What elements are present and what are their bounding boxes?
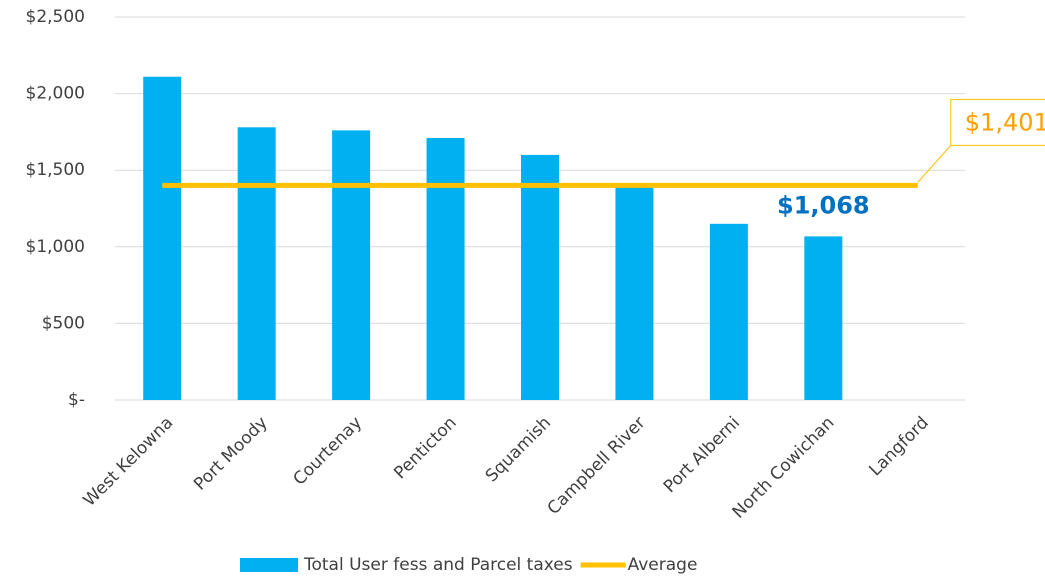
bar (521, 154, 559, 400)
y-tick-label: $2,500 (26, 7, 85, 27)
bar (804, 236, 843, 400)
legend-label: Total User fess and Parcel taxes (303, 555, 573, 575)
x-tick-label: Port Moody (190, 413, 272, 495)
y-tick-label: $1,000 (26, 237, 85, 257)
bar (332, 130, 371, 401)
x-tick-label: Courtenay (290, 413, 367, 490)
y-tick-label: $2,000 (26, 84, 85, 104)
callout-box (950, 98, 1045, 146)
x-tick-label: Port Alberni (660, 413, 744, 497)
bar (709, 223, 748, 400)
y-tick-label: $1,500 (26, 160, 85, 180)
x-tick-label: North Cowichan (729, 413, 839, 523)
legend-label: Average (628, 555, 698, 575)
x-tick-label: Penticton (390, 413, 460, 483)
x-tick-label: Squamish (482, 413, 555, 486)
callout-leader (917, 145, 952, 183)
x-tick-label: Campbell River (544, 413, 650, 519)
bar (426, 138, 465, 400)
legend-swatch (240, 558, 298, 572)
bar (615, 185, 654, 400)
y-tick-label: $- (68, 390, 85, 410)
bar (237, 127, 276, 400)
x-tick-label: West Kelowna (80, 413, 178, 511)
bar (143, 76, 182, 401)
x-tick-label: Langford (865, 413, 932, 480)
y-tick-label: $500 (42, 313, 85, 333)
data-label: $1,068 (777, 191, 870, 219)
data-label: $1,401 (965, 108, 1045, 136)
